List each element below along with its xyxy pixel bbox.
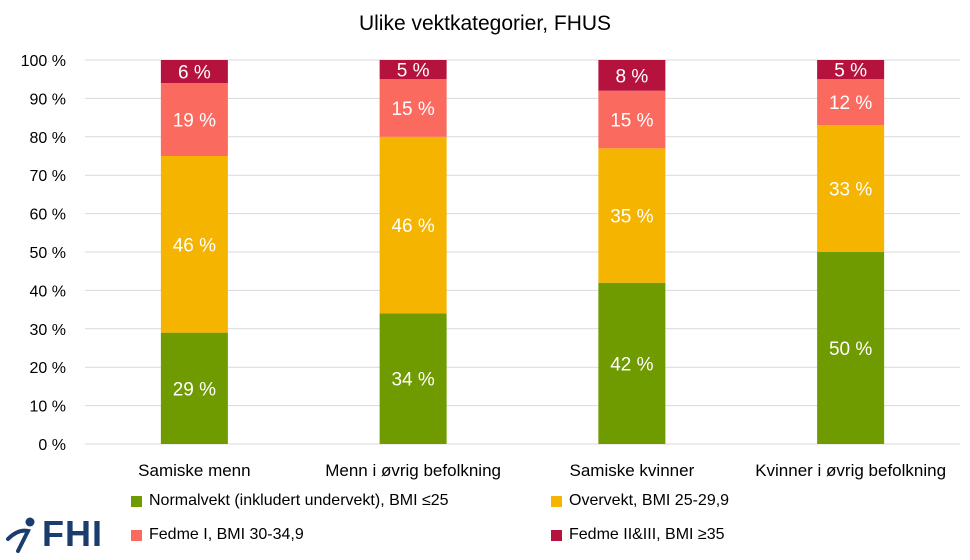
legend-label: Fedme II&III, BMI ≥35 — [569, 526, 725, 543]
bar-segment — [160, 332, 228, 444]
data-label: 15 % — [391, 99, 434, 120]
fhi-logo: FHI — [4, 513, 103, 555]
bar-segment — [598, 90, 666, 149]
legend-swatch — [551, 529, 562, 541]
legend-label: Fedme I, BMI 30-34,9 — [149, 526, 304, 543]
bar-segment — [817, 252, 885, 444]
data-label: 34 % — [391, 370, 434, 391]
data-label: 6 % — [178, 63, 211, 84]
bar-segment — [598, 282, 666, 444]
x-tick-label: Menn i øvrig befolkning — [325, 461, 501, 480]
data-label: 50 % — [829, 339, 872, 360]
legend-item: Fedme I, BMI 30-34,9 — [131, 526, 304, 544]
data-label: 46 % — [173, 235, 216, 256]
legend-label: Overvekt, BMI 25-29,9 — [569, 492, 730, 509]
y-tick-label: 80 % — [30, 130, 66, 147]
bar-segment — [817, 60, 885, 80]
legend-item: Fedme II&III, BMI ≥35 — [551, 526, 725, 544]
y-tick-label: 10 % — [30, 399, 66, 416]
x-tick-label: Samiske menn — [138, 461, 250, 480]
bar-segment — [379, 60, 447, 80]
data-label: 5 % — [834, 61, 867, 82]
data-label: 8 % — [616, 66, 649, 87]
bar-segment — [379, 79, 447, 137]
data-label: 42 % — [610, 354, 653, 375]
plot-area: 0 % 10 % 20 % 30 % 40 % 50 % 60 % 70 % 80 % 90 % 1… — [21, 53, 960, 480]
bar-segment — [379, 313, 447, 444]
y-tick-label: 40 % — [30, 283, 66, 300]
y-tick-label: 90 % — [30, 91, 66, 108]
y-tick-label: 0 % — [38, 437, 66, 454]
data-label: 5 % — [397, 61, 430, 82]
bar-segment — [817, 125, 885, 252]
y-tick-label: 30 % — [30, 322, 66, 339]
legend-swatch — [551, 495, 562, 507]
bar-segment — [379, 136, 447, 314]
bar-segment — [817, 79, 885, 126]
bar-segment — [598, 60, 666, 91]
bar-segment — [160, 156, 228, 333]
legend-swatch — [131, 529, 142, 541]
y-tick-label: 100 % — [21, 53, 66, 70]
legend-item: Normalvekt (inkludert undervekt), BMI ≤2… — [131, 492, 449, 510]
data-label: 19 % — [173, 111, 216, 132]
chart-title: Ulike vektkategorier, FHUS — [358, 12, 612, 35]
data-label: 29 % — [173, 379, 216, 400]
fhi-logo-icon — [6, 517, 35, 553]
x-tick-label: Kvinner i øvrig befolkning — [755, 461, 946, 480]
data-label: 15 % — [610, 111, 653, 132]
data-label: 35 % — [610, 207, 653, 228]
y-tick-label: 70 % — [30, 168, 66, 185]
legend-item: Overvekt, BMI 25-29,9 — [551, 492, 729, 510]
y-tick-label: 60 % — [30, 207, 66, 224]
bar-segment — [160, 83, 228, 156]
y-tick-label: 50 % — [30, 245, 66, 262]
fhi-logo-text: FHI — [42, 513, 103, 554]
x-tick-label: Samiske kvinner — [570, 461, 695, 480]
data-label: 12 % — [829, 93, 872, 114]
data-label: 33 % — [829, 180, 872, 201]
legend-label: Normalvekt (inkludert undervekt), BMI ≤2… — [149, 492, 449, 509]
legend-swatch — [131, 495, 142, 507]
bar-segment — [160, 60, 228, 84]
data-label: 46 % — [391, 216, 434, 237]
bar-segment — [598, 148, 666, 283]
y-tick-label: 20 % — [30, 360, 66, 377]
